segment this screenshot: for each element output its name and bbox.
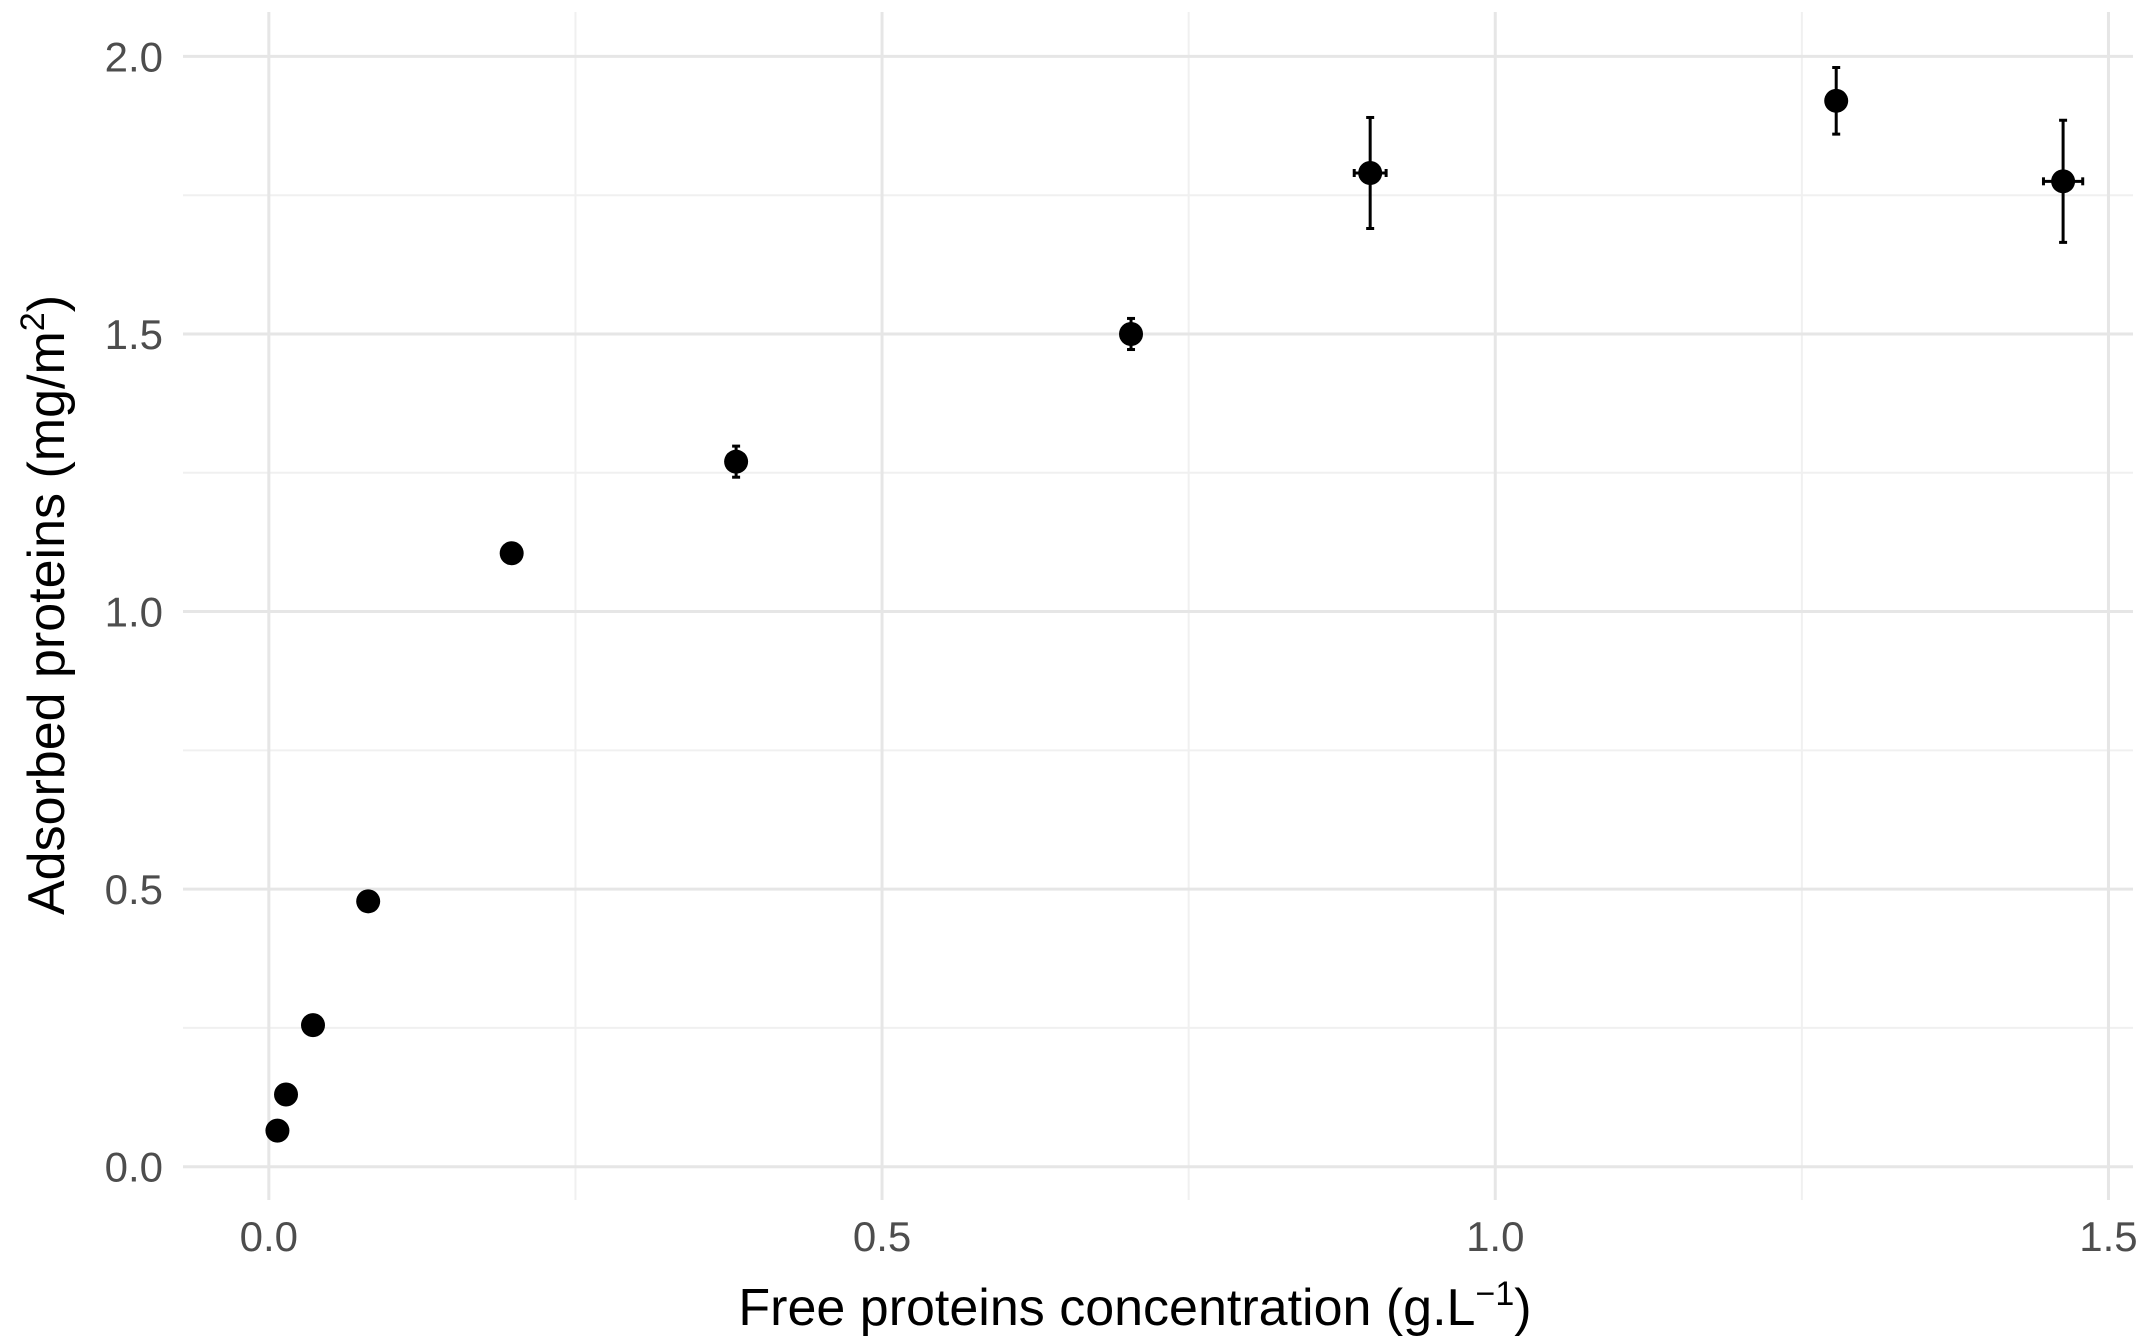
x-tick-label: 1.0	[1466, 1213, 1524, 1260]
y-axis-title: Adsorbed proteins (mg/m2)	[14, 295, 76, 915]
y-tick-label: 2.0	[105, 33, 163, 80]
x-axis-title: Free proteins concentration (g.L−1)	[738, 1275, 1531, 1337]
y-tick-label: 0.0	[105, 1144, 163, 1191]
x-axis-title-base: Free proteins concentration (g.L	[738, 1279, 1475, 1337]
data-point	[301, 1013, 325, 1038]
data-point	[1358, 160, 1383, 185]
x-tick-label: 0.0	[240, 1213, 298, 1260]
data-point	[356, 889, 381, 914]
data-point	[265, 1118, 290, 1143]
x-tick-label: 1.5	[2079, 1213, 2137, 1260]
y-axis-title-sup: 2	[14, 312, 52, 331]
data-point	[1119, 321, 1144, 346]
data-point	[2051, 169, 2076, 194]
y-tick-label: 1.5	[105, 311, 163, 358]
x-tick-label: 0.5	[853, 1213, 911, 1260]
data-point	[724, 449, 749, 474]
y-axis-title-base: Adsorbed proteins (mg/m	[18, 331, 76, 915]
y-axis-tick-labels: 0.0 0.5 1.0 1.5 2.0	[105, 33, 163, 1190]
data-points	[265, 88, 2076, 1143]
major-gridlines	[183, 12, 2133, 1200]
data-point	[1824, 88, 1849, 113]
y-axis-title-tail: )	[18, 295, 76, 312]
x-axis-title-tail: )	[1514, 1279, 1531, 1337]
y-tick-label: 1.0	[105, 589, 163, 636]
x-axis-tick-labels: 0.0 0.5 1.0 1.5	[240, 1213, 2138, 1260]
y-tick-label: 0.5	[105, 866, 163, 913]
data-point	[274, 1082, 299, 1107]
minor-gridlines	[183, 12, 2133, 1200]
x-axis-title-sup: −1	[1475, 1275, 1514, 1313]
data-point	[499, 541, 524, 566]
